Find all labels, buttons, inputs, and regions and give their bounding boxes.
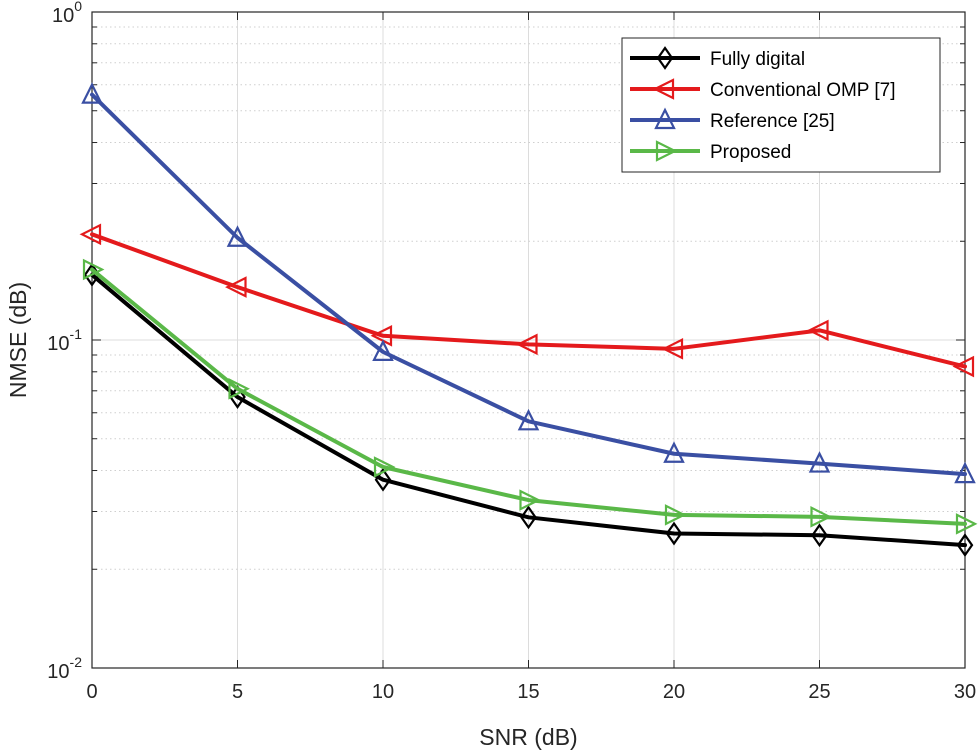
legend-label-fully-digital: Fully digital <box>710 49 805 70</box>
legend-marker-fully-digital <box>656 46 674 70</box>
y-tick-base: 10 <box>47 333 69 355</box>
data-point-reference-25 <box>663 441 685 463</box>
data-point-proposed <box>228 378 250 400</box>
data-point-conventional-omp-7 <box>79 223 102 246</box>
y-tick-label: 10-1 <box>47 326 82 355</box>
data-point-fully-digital <box>811 523 828 548</box>
series-reference-25 <box>81 82 976 484</box>
data-point-fully-digital <box>956 533 974 558</box>
series-line-fully-digital <box>90 272 967 548</box>
x-tick-label: 25 <box>808 681 830 703</box>
data-point-conventional-omp-7 <box>952 355 975 378</box>
data-point-proposed <box>664 504 687 526</box>
y-tick-exponent: -1 <box>70 326 83 342</box>
y-tick-exponent: 0 <box>74 0 82 14</box>
series-proposed <box>82 258 978 535</box>
legend-label-conventional-omp-7: Conventional OMP [7] <box>710 80 896 101</box>
data-point-fully-digital <box>374 467 392 492</box>
data-point-proposed <box>955 513 978 535</box>
data-point-fully-digital <box>229 385 246 409</box>
data-point-reference-25 <box>226 225 249 247</box>
data-point-proposed <box>810 506 832 528</box>
x-tick-label: 15 <box>517 681 539 703</box>
y-axis-label: NMSE (dB) <box>5 282 31 398</box>
data-point-reference-25 <box>372 339 394 361</box>
x-tick-label: 0 <box>86 681 97 703</box>
x-tick-label: 5 <box>232 681 243 703</box>
data-point-conventional-omp-7 <box>225 276 247 298</box>
x-tick-label: 10 <box>372 681 394 703</box>
data-point-reference-25 <box>517 408 540 431</box>
legend-label-reference-25: Reference [25] <box>710 111 835 132</box>
data-point-reference-25 <box>954 461 976 484</box>
y-tick-base: 10 <box>47 661 69 683</box>
x-tick-label: 20 <box>663 681 685 703</box>
series-line-conventional-omp-7 <box>90 232 967 369</box>
y-tick-exponent: -2 <box>70 654 83 670</box>
data-point-proposed <box>519 489 541 511</box>
series-line-reference-25 <box>90 92 967 477</box>
y-tick-base: 10 <box>52 5 74 27</box>
data-point-fully-digital <box>520 505 537 530</box>
series-conventional-omp-7 <box>79 223 975 378</box>
y-tick-label: 10-2 <box>47 654 82 683</box>
legend-label-proposed: Proposed <box>710 142 791 163</box>
data-point-conventional-omp-7 <box>661 338 684 360</box>
x-axis-label: SNR (dB) <box>479 724 577 750</box>
data-point-proposed <box>373 456 396 478</box>
data-point-fully-digital <box>665 521 683 546</box>
series-group <box>79 82 978 558</box>
legend-marker-reference-25 <box>654 107 676 130</box>
data-point-conventional-omp-7 <box>516 333 538 356</box>
legend-marker-conventional-omp-7 <box>652 78 675 100</box>
y-tick-label: 100 <box>52 0 82 27</box>
data-point-conventional-omp-7 <box>370 325 393 347</box>
series-line-proposed <box>90 267 967 526</box>
x-tick-label: 30 <box>954 681 976 703</box>
legend-marker-proposed <box>655 140 678 162</box>
data-point-conventional-omp-7 <box>807 319 829 342</box>
data-point-proposed <box>82 258 105 281</box>
data-point-reference-25 <box>81 82 103 104</box>
data-point-reference-25 <box>808 451 831 473</box>
legend: Fully digital Conventional OMP [7] Referen… <box>621 37 941 173</box>
